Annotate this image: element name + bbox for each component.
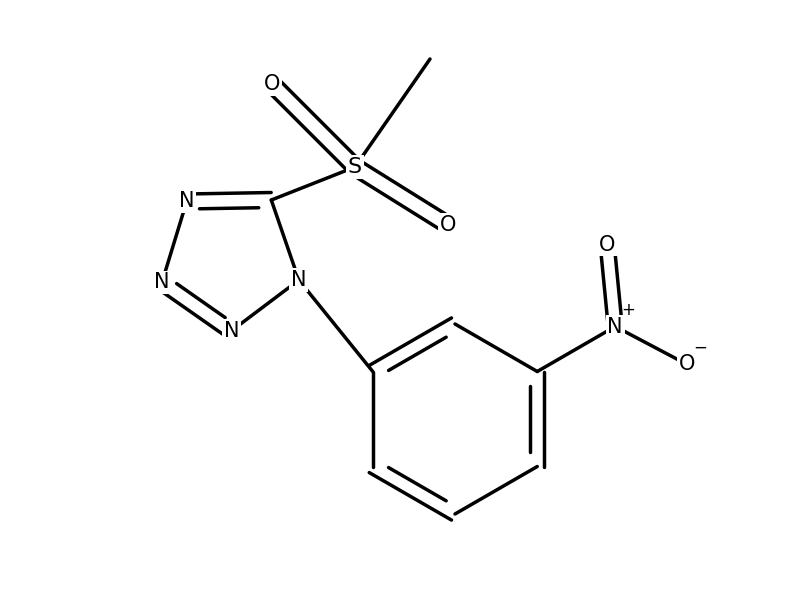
- Text: N: N: [607, 316, 623, 336]
- Text: −: −: [693, 339, 707, 356]
- Text: N: N: [154, 273, 170, 293]
- Text: S: S: [348, 157, 362, 177]
- Text: O: O: [440, 215, 456, 235]
- Text: N: N: [223, 321, 239, 341]
- Text: O: O: [264, 74, 280, 94]
- Text: +: +: [622, 300, 635, 319]
- Text: O: O: [599, 234, 615, 254]
- Text: O: O: [679, 355, 695, 375]
- Text: N: N: [291, 270, 306, 290]
- Text: N: N: [179, 191, 195, 211]
